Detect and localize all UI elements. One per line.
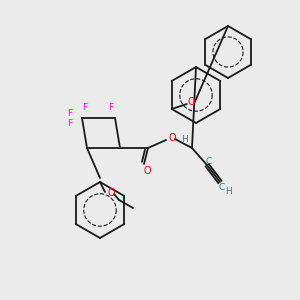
Text: H: H [225,188,231,196]
Text: C: C [206,158,212,166]
Text: O: O [168,133,176,143]
Text: F: F [82,103,88,112]
Text: O: O [188,97,196,107]
Text: C: C [219,182,225,191]
Text: F: F [68,118,73,127]
Text: O: O [107,188,115,198]
Text: H: H [181,134,188,143]
Text: O: O [143,166,151,176]
Text: F: F [108,103,114,112]
Text: F: F [68,109,73,118]
